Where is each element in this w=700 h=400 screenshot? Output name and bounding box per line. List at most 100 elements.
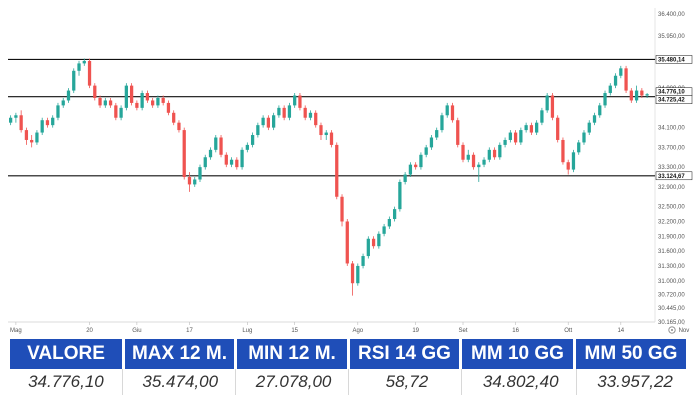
- candle-body: [135, 102, 139, 108]
- candle-body: [645, 94, 649, 96]
- candle-body: [577, 142, 581, 153]
- candle-body: [392, 209, 397, 220]
- candle-body: [366, 238, 370, 257]
- candle-body: [72, 70, 76, 91]
- candle-body: [8, 117, 13, 123]
- y-tick-label: 31.600,00: [658, 249, 685, 255]
- candle-body: [335, 144, 339, 197]
- candle-body: [324, 132, 328, 136]
- candle-body: [492, 149, 497, 158]
- x-tick-label: 15: [291, 328, 298, 334]
- candle-body: [519, 130, 523, 143]
- y-tick-label: 30.165,00: [658, 320, 685, 326]
- y-tick-label: 33.700,00: [658, 145, 685, 151]
- header-rsi-14gg: RSI 14 GG: [350, 339, 459, 369]
- candle-body: [445, 105, 449, 116]
- candle-body: [61, 100, 65, 106]
- candle-body: [619, 68, 623, 76]
- candle-body: [382, 226, 386, 234]
- candle-body: [440, 115, 444, 131]
- x-tick-label: Set: [458, 328, 467, 334]
- candle-body: [513, 132, 518, 143]
- candle-body: [219, 137, 223, 155]
- y-tick-label: 30.720,00: [658, 293, 685, 299]
- x-tick-label: Nov: [679, 328, 690, 334]
- header-mm-10gg: MM 10 GG: [462, 339, 573, 369]
- candle-body: [592, 115, 597, 123]
- candle-body: [266, 117, 271, 128]
- candle-body: [229, 159, 234, 165]
- candle-body: [587, 122, 591, 133]
- candle-body: [256, 125, 260, 136]
- candle-body: [377, 233, 381, 247]
- candle-body: [93, 85, 97, 98]
- candle-body: [371, 238, 376, 247]
- candle-body: [235, 159, 239, 168]
- candle-body: [450, 105, 455, 121]
- candle-body: [571, 152, 576, 170]
- value-valore: 34.776,10: [10, 369, 123, 395]
- level-label: 34.776,10: [658, 90, 685, 96]
- candle-body: [35, 132, 39, 143]
- candle-body: [193, 179, 197, 185]
- candle-body: [240, 149, 244, 168]
- price-chart[interactable]: 36.400,0035.950,0035.480,1434.900,0034.7…: [0, 0, 700, 338]
- candle-body: [261, 117, 265, 126]
- stats-header-row: VALORE MAX 12 M. MIN 12 M. RSI 14 GG MM …: [10, 339, 690, 369]
- x-tick-label: Mag: [10, 328, 22, 334]
- candle-body: [129, 85, 134, 103]
- candle-body: [529, 125, 534, 133]
- level-label-box: [655, 171, 693, 181]
- candle-body: [424, 147, 428, 155]
- gear-icon[interactable]: [668, 326, 676, 334]
- candle-body: [293, 95, 297, 106]
- candle-body: [329, 132, 334, 145]
- candle-body: [182, 130, 186, 178]
- candle-body: [51, 117, 55, 126]
- candle-body: [282, 107, 286, 118]
- candle-body: [140, 93, 144, 108]
- x-tick-label: Ott: [564, 328, 572, 334]
- candle-body: [66, 90, 71, 101]
- level-label-box: [655, 95, 693, 104]
- candle-body: [124, 85, 128, 108]
- candle-body: [82, 60, 86, 64]
- candle-body: [419, 154, 423, 168]
- candle-body: [108, 100, 113, 106]
- candle-body: [45, 120, 50, 126]
- stats-table: VALORE MAX 12 M. MIN 12 M. RSI 14 GG MM …: [10, 339, 690, 397]
- candle-body: [56, 105, 60, 118]
- candle-body: [403, 174, 407, 182]
- y-tick-label: 32.200,00: [658, 219, 685, 225]
- candle-body: [634, 90, 639, 101]
- candle-body: [603, 93, 607, 106]
- candle-body: [545, 95, 549, 111]
- candle-body: [477, 164, 481, 168]
- candle-body: [198, 167, 202, 180]
- candle-body: [482, 159, 486, 165]
- candle-body: [214, 137, 218, 150]
- candle-body: [119, 107, 123, 118]
- gear-icon-ring: [668, 326, 676, 334]
- candle-body: [77, 63, 81, 71]
- candle-body: [203, 157, 207, 168]
- candle-body: [308, 112, 313, 118]
- x-tick-label: 16: [512, 328, 519, 334]
- candle-body: [14, 115, 18, 118]
- candle-body: [103, 100, 107, 106]
- value-min-12m: 27.078,00: [239, 369, 350, 395]
- candle-body: [156, 97, 160, 106]
- stats-value-row: 34.776,10 35.474,00 27.078,00 58,72 34.8…: [10, 369, 690, 395]
- candle-body: [340, 196, 344, 222]
- candle-body: [166, 102, 171, 113]
- x-tick-label: Ago: [352, 328, 363, 334]
- value-mm-50gg: 33.957,22: [597, 372, 673, 391]
- candle-body: [429, 137, 434, 148]
- candle-body: [24, 130, 29, 140]
- candle-body: [408, 164, 413, 175]
- x-tick-label: 20: [86, 328, 93, 334]
- candle-body: [98, 97, 102, 106]
- value-rsi-14gg: 58,72: [352, 369, 463, 395]
- level-label-box: [655, 55, 693, 64]
- candle-body: [503, 139, 507, 145]
